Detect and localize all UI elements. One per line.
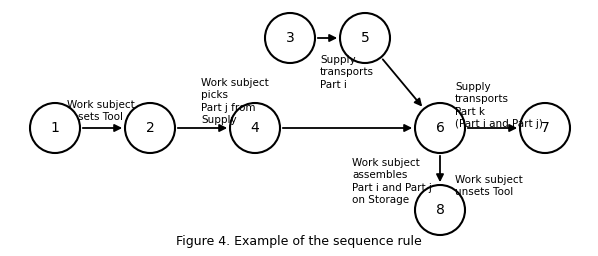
- Text: 1: 1: [51, 121, 59, 135]
- Text: Work subject
sets Tool: Work subject sets Tool: [67, 100, 135, 122]
- Text: 3: 3: [286, 31, 294, 45]
- Circle shape: [340, 13, 390, 63]
- Text: 5: 5: [361, 31, 370, 45]
- Text: Supply
transports
Part i: Supply transports Part i: [320, 55, 374, 90]
- Circle shape: [230, 103, 280, 153]
- Circle shape: [520, 103, 570, 153]
- Circle shape: [125, 103, 175, 153]
- Text: 2: 2: [146, 121, 154, 135]
- Circle shape: [30, 103, 80, 153]
- Text: Figure 4. Example of the sequence rule: Figure 4. Example of the sequence rule: [176, 235, 422, 248]
- Text: Supply
transports
Part k
(Part i and Part j): Supply transports Part k (Part i and Par…: [455, 82, 543, 129]
- Text: 7: 7: [541, 121, 550, 135]
- Text: 4: 4: [251, 121, 260, 135]
- Circle shape: [415, 185, 465, 235]
- Text: Work subject
unsets Tool: Work subject unsets Tool: [455, 175, 523, 197]
- Text: 8: 8: [435, 203, 444, 217]
- Text: 6: 6: [435, 121, 444, 135]
- Text: Work subject
assembles
Part i and Part j
on Storage: Work subject assembles Part i and Part j…: [352, 158, 432, 205]
- Circle shape: [415, 103, 465, 153]
- Circle shape: [265, 13, 315, 63]
- Text: Work subject
picks
Part j from
Supply: Work subject picks Part j from Supply: [201, 78, 269, 125]
